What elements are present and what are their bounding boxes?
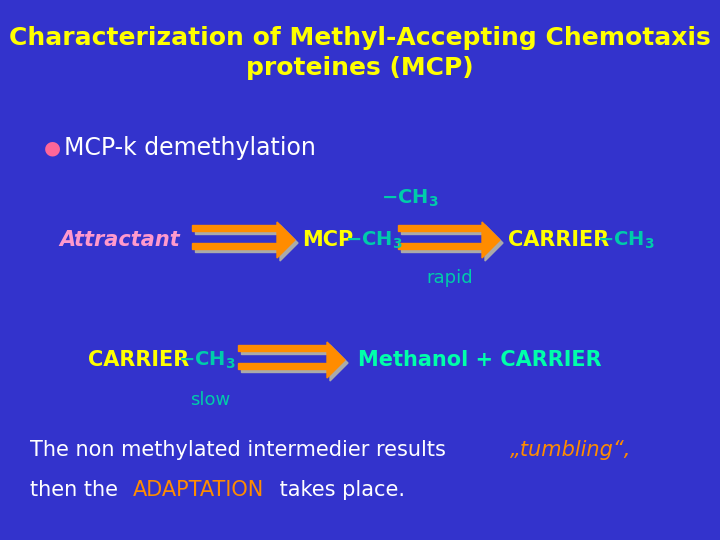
Bar	[238, 363, 327, 369]
Text: MCP: MCP	[302, 230, 354, 250]
Text: CARRIER: CARRIER	[88, 350, 189, 370]
Bar	[241, 366, 330, 372]
Text: Methanol + CARRIER: Methanol + CARRIER	[358, 350, 602, 370]
Bar	[238, 345, 327, 351]
Bar	[195, 246, 280, 252]
Polygon shape	[485, 225, 503, 261]
Bar	[401, 246, 485, 252]
Text: CARRIER: CARRIER	[508, 230, 609, 250]
Text: slow: slow	[190, 391, 230, 409]
Text: „tumbling“,: „tumbling“,	[510, 440, 631, 460]
Text: rapid: rapid	[427, 269, 473, 287]
Bar	[241, 348, 330, 354]
Text: ADAPTATION: ADAPTATION	[133, 480, 264, 500]
Bar	[398, 243, 482, 249]
Polygon shape	[277, 222, 295, 258]
Bar	[192, 225, 277, 231]
Text: $\mathbf{-CH_3}$: $\mathbf{-CH_3}$	[178, 349, 235, 370]
Polygon shape	[330, 345, 348, 381]
Text: $\mathbf{-CH_3}$: $\mathbf{-CH_3}$	[345, 230, 402, 251]
Text: takes place.: takes place.	[273, 480, 405, 500]
Text: MCP-k demethylation: MCP-k demethylation	[64, 136, 316, 160]
Text: ●: ●	[43, 138, 60, 158]
Bar	[195, 228, 280, 234]
Text: $\mathbf{-CH_3}$: $\mathbf{-CH_3}$	[381, 187, 438, 208]
Polygon shape	[482, 222, 500, 258]
Bar	[401, 228, 485, 234]
Text: Characterization of Methyl-Accepting Chemotaxis: Characterization of Methyl-Accepting Che…	[9, 26, 711, 50]
Text: Attractant: Attractant	[60, 230, 181, 250]
Bar	[192, 243, 277, 249]
Bar	[398, 225, 482, 231]
Text: proteines (MCP): proteines (MCP)	[246, 56, 474, 80]
Text: $\mathbf{-CH_3}$: $\mathbf{-CH_3}$	[597, 230, 654, 251]
Text: then the: then the	[30, 480, 125, 500]
Text: The non methylated intermedier results: The non methylated intermedier results	[30, 440, 452, 460]
Polygon shape	[280, 225, 298, 261]
Polygon shape	[327, 342, 345, 378]
